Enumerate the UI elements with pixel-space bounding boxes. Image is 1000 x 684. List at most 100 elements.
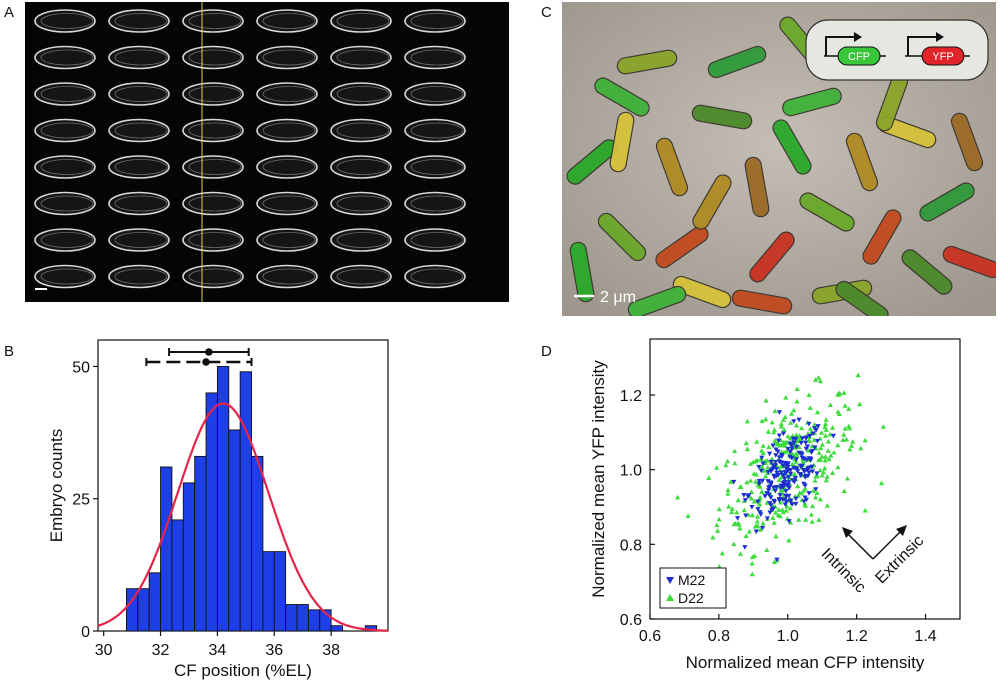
point-d22 [769,419,775,425]
point-d22 [835,409,841,414]
point-d22 [822,424,828,430]
histogram-bar [296,604,309,632]
point-d22 [746,529,752,534]
bacterium-cell [597,212,647,262]
point-m22 [742,545,748,550]
histogram-bar [307,609,321,632]
point-d22 [788,420,794,425]
point-d22 [777,513,783,519]
point-d22 [751,498,757,504]
embryo [34,45,96,70]
point-m22 [771,499,778,505]
point-d22 [824,503,830,508]
bacterium-cell [655,225,709,269]
point-d22 [829,425,836,430]
histogram-bar [182,482,196,632]
embryo-inner-outline [40,13,94,29]
bacterium-cell [942,245,996,279]
embryo [256,191,318,216]
point-d22 [814,490,820,495]
point-d22 [844,475,850,481]
point-d22 [791,471,798,476]
point-d22 [761,468,767,473]
point-m22 [777,493,783,498]
x-tick-label: 1.4 [914,628,936,645]
point-d22 [802,486,808,491]
point-d22 [819,430,825,435]
gaussian-fit-line [97,402,389,632]
bacteria-svg: CFP YFP 2 μm [562,2,996,316]
panel-label-a: A [4,4,15,21]
point-d22 [726,504,732,509]
point-d22 [758,456,764,462]
point-d22 [878,480,885,486]
point-d22 [841,390,847,395]
y-tick-label: 1.2 [620,388,642,405]
yfp-gene [921,46,965,66]
point-d22 [771,427,778,432]
point-m22 [788,442,794,447]
point-m22 [802,440,809,446]
point-d22 [772,437,778,443]
point-m22 [783,493,789,499]
point-m22 [735,516,741,521]
embryo-inner-outline [410,268,464,285]
embryo-inner-outline [336,195,390,212]
point-m22 [776,498,783,504]
point-m22 [793,457,799,463]
embryo-inner-outline [40,232,94,248]
embryo-inner-outline [336,13,390,29]
point-d22 [778,423,784,429]
point-m22 [810,431,816,437]
yfp-gene-label: YFP [932,51,953,63]
point-d22 [789,461,795,467]
point-d22 [770,515,776,520]
point-d22 [757,494,763,500]
point-d22 [826,456,832,462]
embryo-inner-outline [40,49,94,66]
cfp-promoter-arrow-icon [825,36,854,56]
embryo-inner-outline [410,159,464,175]
bacterium-cell [707,45,767,79]
point-m22 [766,488,772,493]
point-d22 [781,427,787,432]
point-d22 [816,517,822,522]
embryo-inner-outline [336,49,390,66]
histogram-bar [160,466,173,632]
point-m22 [796,417,802,423]
point-m22 [756,464,762,470]
point-d22 [748,495,755,501]
point-d22 [782,414,788,420]
embryo-inner-outline [40,268,94,285]
point-d22 [716,506,722,512]
construct-inset: CFP YFP [805,19,989,81]
point-d22 [824,474,830,479]
embryo-inner-outline [262,159,316,175]
point-d22 [813,377,819,382]
point-m22 [764,516,770,522]
point-d22 [776,507,782,512]
histogram-bar [194,455,207,632]
point-m22 [802,483,808,489]
embryo-inner-outline [336,159,390,175]
point-d22 [754,439,760,444]
point-m22 [756,479,762,484]
embryo-inner-outline [410,86,464,102]
point-d22 [728,479,734,484]
scale-bar-label: 2 μm [600,289,636,306]
embryo-inner-outline [188,13,242,29]
histogram-bar [148,572,161,632]
point-m22 [801,456,807,462]
point-m22 [785,462,791,468]
bacterium-cell [594,77,650,117]
point-m22 [814,471,820,477]
point-d22 [855,372,861,378]
embryo-inner-outline [188,232,242,248]
point-d22 [794,386,800,392]
yfp-arrowhead-icon [936,32,944,42]
x-tick-label: 38 [322,642,340,659]
point-d22 [828,452,834,458]
point-d22 [784,439,790,445]
point-d22 [732,460,738,466]
point-m22 [759,478,766,484]
